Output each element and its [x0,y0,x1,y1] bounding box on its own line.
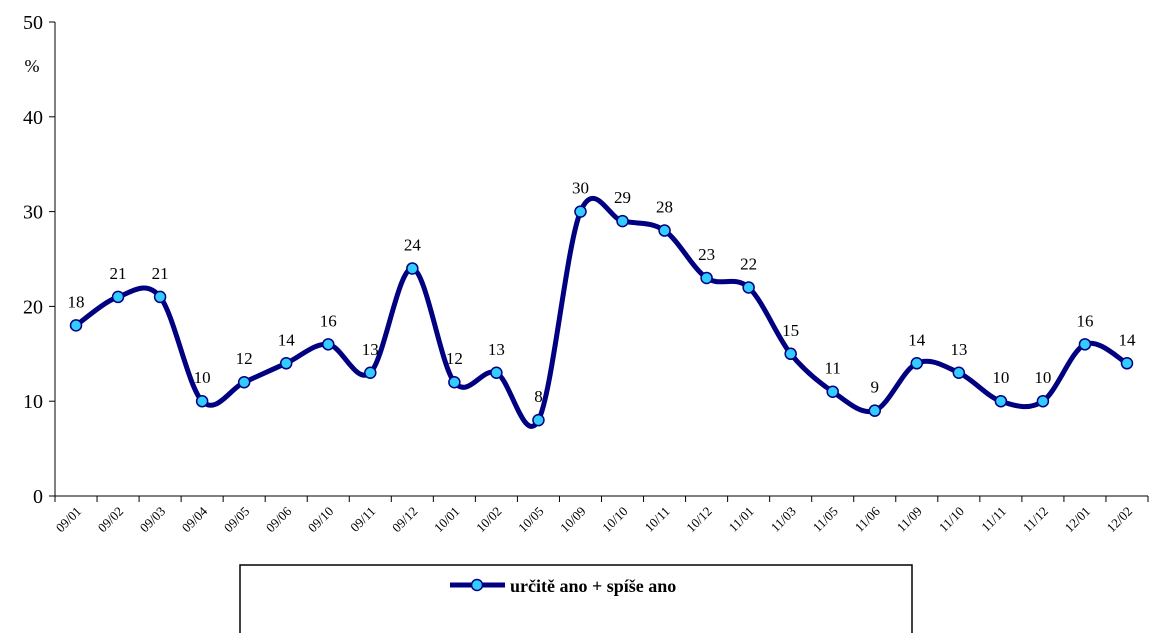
point [364,366,377,380]
x-tick-label: 09/03 [137,504,169,536]
point [237,375,251,389]
x-tick-label: 11/10 [936,504,967,535]
data-label: 13 [488,340,505,359]
legend-label: určitě ano + spíše ano [510,576,676,596]
point [406,262,419,275]
point [532,413,545,427]
x-tick-label: 10/09 [557,504,589,536]
point [994,394,1008,408]
data-label: 29 [614,188,631,207]
point [490,366,503,380]
data-label: 10 [194,368,211,387]
point [784,347,797,361]
data-label: 30 [572,179,589,198]
data-label: 10 [992,368,1009,387]
x-tick-label: 10/01 [431,504,463,536]
point [574,205,587,218]
x-tick-label: 11/01 [726,504,757,535]
data-label: 9 [871,378,880,397]
legend-box [239,564,913,638]
x-tick-label: 10/10 [599,504,631,536]
x-tick-label: 10/05 [515,504,547,536]
x-tick-label: 09/01 [53,504,85,536]
point [153,290,167,304]
x-tick-label: 09/05 [221,504,253,536]
point [322,338,335,351]
x-tick-label: 12/02 [1104,504,1136,536]
x-tick-label: 11/12 [1020,504,1051,535]
x-tick-label: 09/02 [95,504,127,536]
data-label: 12 [446,349,463,368]
point [700,271,713,285]
data-label: 14 [908,330,926,349]
x-tick-label: 10/02 [473,504,505,536]
y-tick-label: 40 [23,107,43,129]
x-tick-label: 11/11 [978,504,1009,535]
data-label: 10 [1034,368,1051,387]
point [1036,394,1050,408]
point [658,224,671,237]
data-label: 24 [404,235,422,254]
x-tick-label: 09/06 [263,503,295,535]
point [910,357,924,370]
data-label: 11 [825,359,841,378]
point [826,385,839,398]
y-tick-label: 30 [23,202,43,224]
data-label: 28 [656,198,673,217]
x-tick-label: 11/06 [852,503,884,535]
x-tick-label: 11/09 [894,504,925,535]
point [742,281,755,294]
x-tick-label: 09/11 [347,504,378,535]
data-label: 8 [534,387,543,406]
x-tick-label: 10/11 [641,504,672,535]
point [279,357,293,370]
x-tick-label: 11/05 [810,504,841,535]
y-tick-label: 20 [23,296,43,318]
point [1120,357,1134,370]
legend-marker [470,578,484,592]
data-label: 16 [320,311,337,330]
data-label: 16 [1076,311,1093,330]
point [952,366,966,380]
data-label: 22 [740,254,757,273]
x-tick-label: 12/01 [1062,504,1094,536]
point [616,214,629,228]
point [195,394,209,408]
point [111,290,125,304]
x-tick-label: 11/03 [768,504,799,535]
point [448,375,461,389]
point [868,404,881,417]
data-label: 21 [110,264,127,283]
data-label: 13 [362,340,379,359]
x-tick-label: 09/10 [305,504,337,536]
x-tick-label: 09/12 [389,504,421,536]
point [1078,338,1092,351]
data-label: 21 [152,264,169,283]
series-line [74,196,1129,429]
legend: určitě ano + spíše ano [239,564,913,638]
x-tick-label: 09/04 [179,503,211,535]
point [69,319,83,332]
data-label: 18 [68,292,85,311]
y-tick-label: 10 [23,391,43,413]
data-label: 15 [782,321,799,340]
x-tick-label: 10/12 [683,504,715,536]
y-tick-label: 0 [33,486,43,508]
data-label: 13 [950,340,967,359]
y-tick-label: 50 [23,12,43,34]
data-label: 14 [278,330,296,349]
data-label: 23 [698,245,715,264]
data-label: 12 [236,349,253,368]
y-axis-label: % [25,56,40,76]
data-label: 14 [1118,330,1136,349]
